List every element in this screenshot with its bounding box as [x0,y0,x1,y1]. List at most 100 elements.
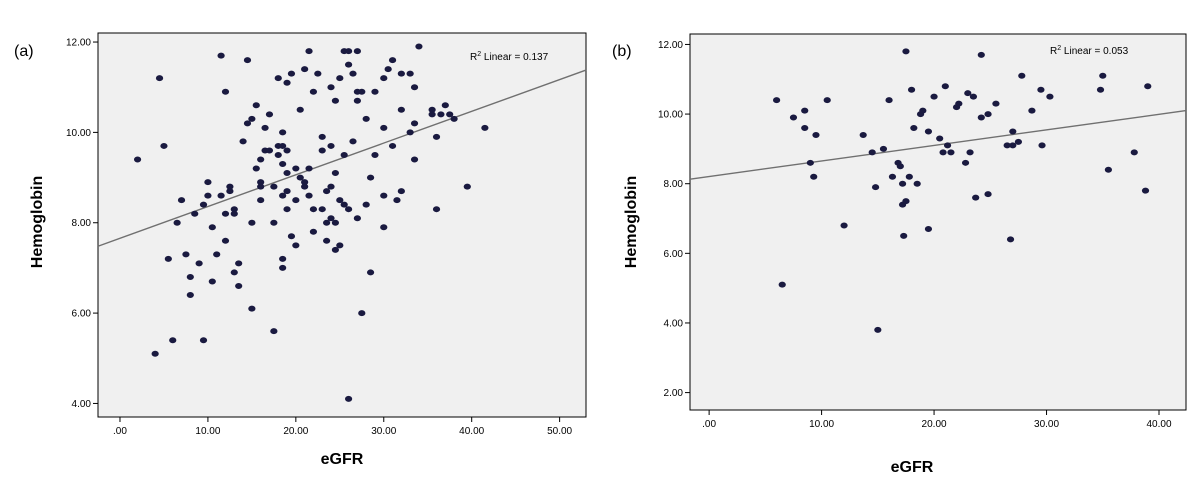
panel-a-point [309,206,318,213]
panel-a-point [173,219,181,226]
panel-a-x-tick-label: 50.00 [547,426,572,437]
panel-a-point [270,219,278,226]
panel-b-point [900,232,908,239]
panel-b-point [898,180,907,187]
panel-a-point [239,138,247,145]
panel-b-point [1009,142,1017,149]
panel-a-point [279,129,287,136]
panel-a-point [371,151,379,158]
panel-a-point [204,179,212,186]
panel-a-point [208,224,216,231]
panel-b-label: (b) [612,43,632,60]
panel-a-points [133,43,489,402]
panel-a-point [195,260,203,267]
panel-b-point [1028,107,1036,114]
panel-a-x-tick-label: 20.00 [283,426,308,437]
panel-a-r2-prefix: R [470,52,477,63]
panel-a-r2-text: Linear = 0.137 [481,52,548,63]
panel-a-y-tick-label: 8.00 [72,218,92,229]
panel-b-point [910,125,918,131]
panel-a-point [208,278,216,285]
panel-a-point [327,142,335,149]
panel-a-point [221,210,230,217]
panel-a-point [248,305,256,312]
panel-a-point [323,188,331,195]
panel-b-point [806,159,814,166]
panel-a-point [265,147,274,154]
panel-a-fit-line [97,69,587,247]
panel-b-point [1006,236,1015,243]
panel-a-y-tick-label: 12.00 [66,38,91,49]
panel-b-point [1009,128,1017,135]
panel-a-y-axis-title: Hemoglobin [29,176,46,268]
panel-a-point [305,48,313,55]
panel-b-y-ticks: 2.00 4.00 6.00 8.00 10.00 12.00 [658,40,690,399]
panel-b-point [924,128,933,135]
panel-a-point [437,111,445,118]
panel-a-point [323,237,331,244]
panel-b-x-ticks: .00 10.00 20.00 30.00 40.00 [702,410,1172,430]
panel-a-point [248,219,256,226]
panel-a-point [191,210,199,217]
panel-b-point [972,194,980,201]
panel-a-point [336,197,344,204]
panel-a-y-tick-label: 10.00 [66,128,91,139]
panel-b-point [955,100,963,107]
panel-a-point [221,88,230,95]
panel-a-point [428,111,436,118]
panel-a-point [450,115,458,122]
panel-a-point [243,120,252,127]
panel-a-point [318,206,326,213]
panel-b-point [947,149,955,156]
panel-b-point [810,173,818,180]
panel-b-point [840,222,848,229]
panel-b-point [964,90,972,97]
panel-b-plot-area [689,33,1187,411]
panel-b-point [919,107,927,114]
panel-a-y-tick-label: 6.00 [72,309,92,320]
panel-a-point [177,197,186,204]
panel-a-point [410,156,419,163]
panel-b-point [789,114,798,121]
panel-b-point [801,125,809,131]
panel-b-point [1038,142,1046,149]
panel-a-point [235,260,243,267]
panel-b-point [1141,187,1150,194]
panel-a-point [432,206,441,213]
panel-a-point [441,102,449,109]
panel-a-x-axis-title: eGFR [321,451,364,468]
panel-b-point [801,107,809,114]
panel-a-point [366,174,375,181]
panel-a-point [226,183,234,190]
panel-b-x-tick-label: .00 [702,419,716,430]
panel-a-point [331,170,340,177]
panel-a-fit-line-group [97,69,587,247]
panel-a-point [410,120,419,127]
panel-a-point [344,206,353,213]
panel-a-label: (a) [14,43,34,60]
panel-a-point [463,183,471,190]
panel-a-point [393,197,401,204]
panel-a-point [410,84,419,91]
panel-a-point [318,147,326,154]
panel-a-point [327,84,335,91]
panel-a-point [279,192,287,199]
panel-b-point [1144,83,1152,90]
panel-b-r2-text: Linear = 0.053 [1061,46,1128,57]
panel-a-point [151,350,159,357]
panel-a-point [384,66,392,73]
panel-b-point [1003,142,1011,149]
panel-b-r2-prefix: R [1050,46,1057,57]
panel-b-point [924,225,933,232]
panel-a-point [301,179,309,186]
panel-a-point [252,102,260,109]
panel-b-point [961,159,970,166]
panel-a-point [160,142,168,149]
panel-a-point [287,70,296,77]
panel-a-point [309,88,318,95]
panel-a-point [217,52,225,59]
panel-a-point [279,161,287,168]
panel-a-point [279,264,287,271]
panel-b-point [1104,166,1112,173]
panel-b-x-tick-label: 10.00 [809,419,834,430]
